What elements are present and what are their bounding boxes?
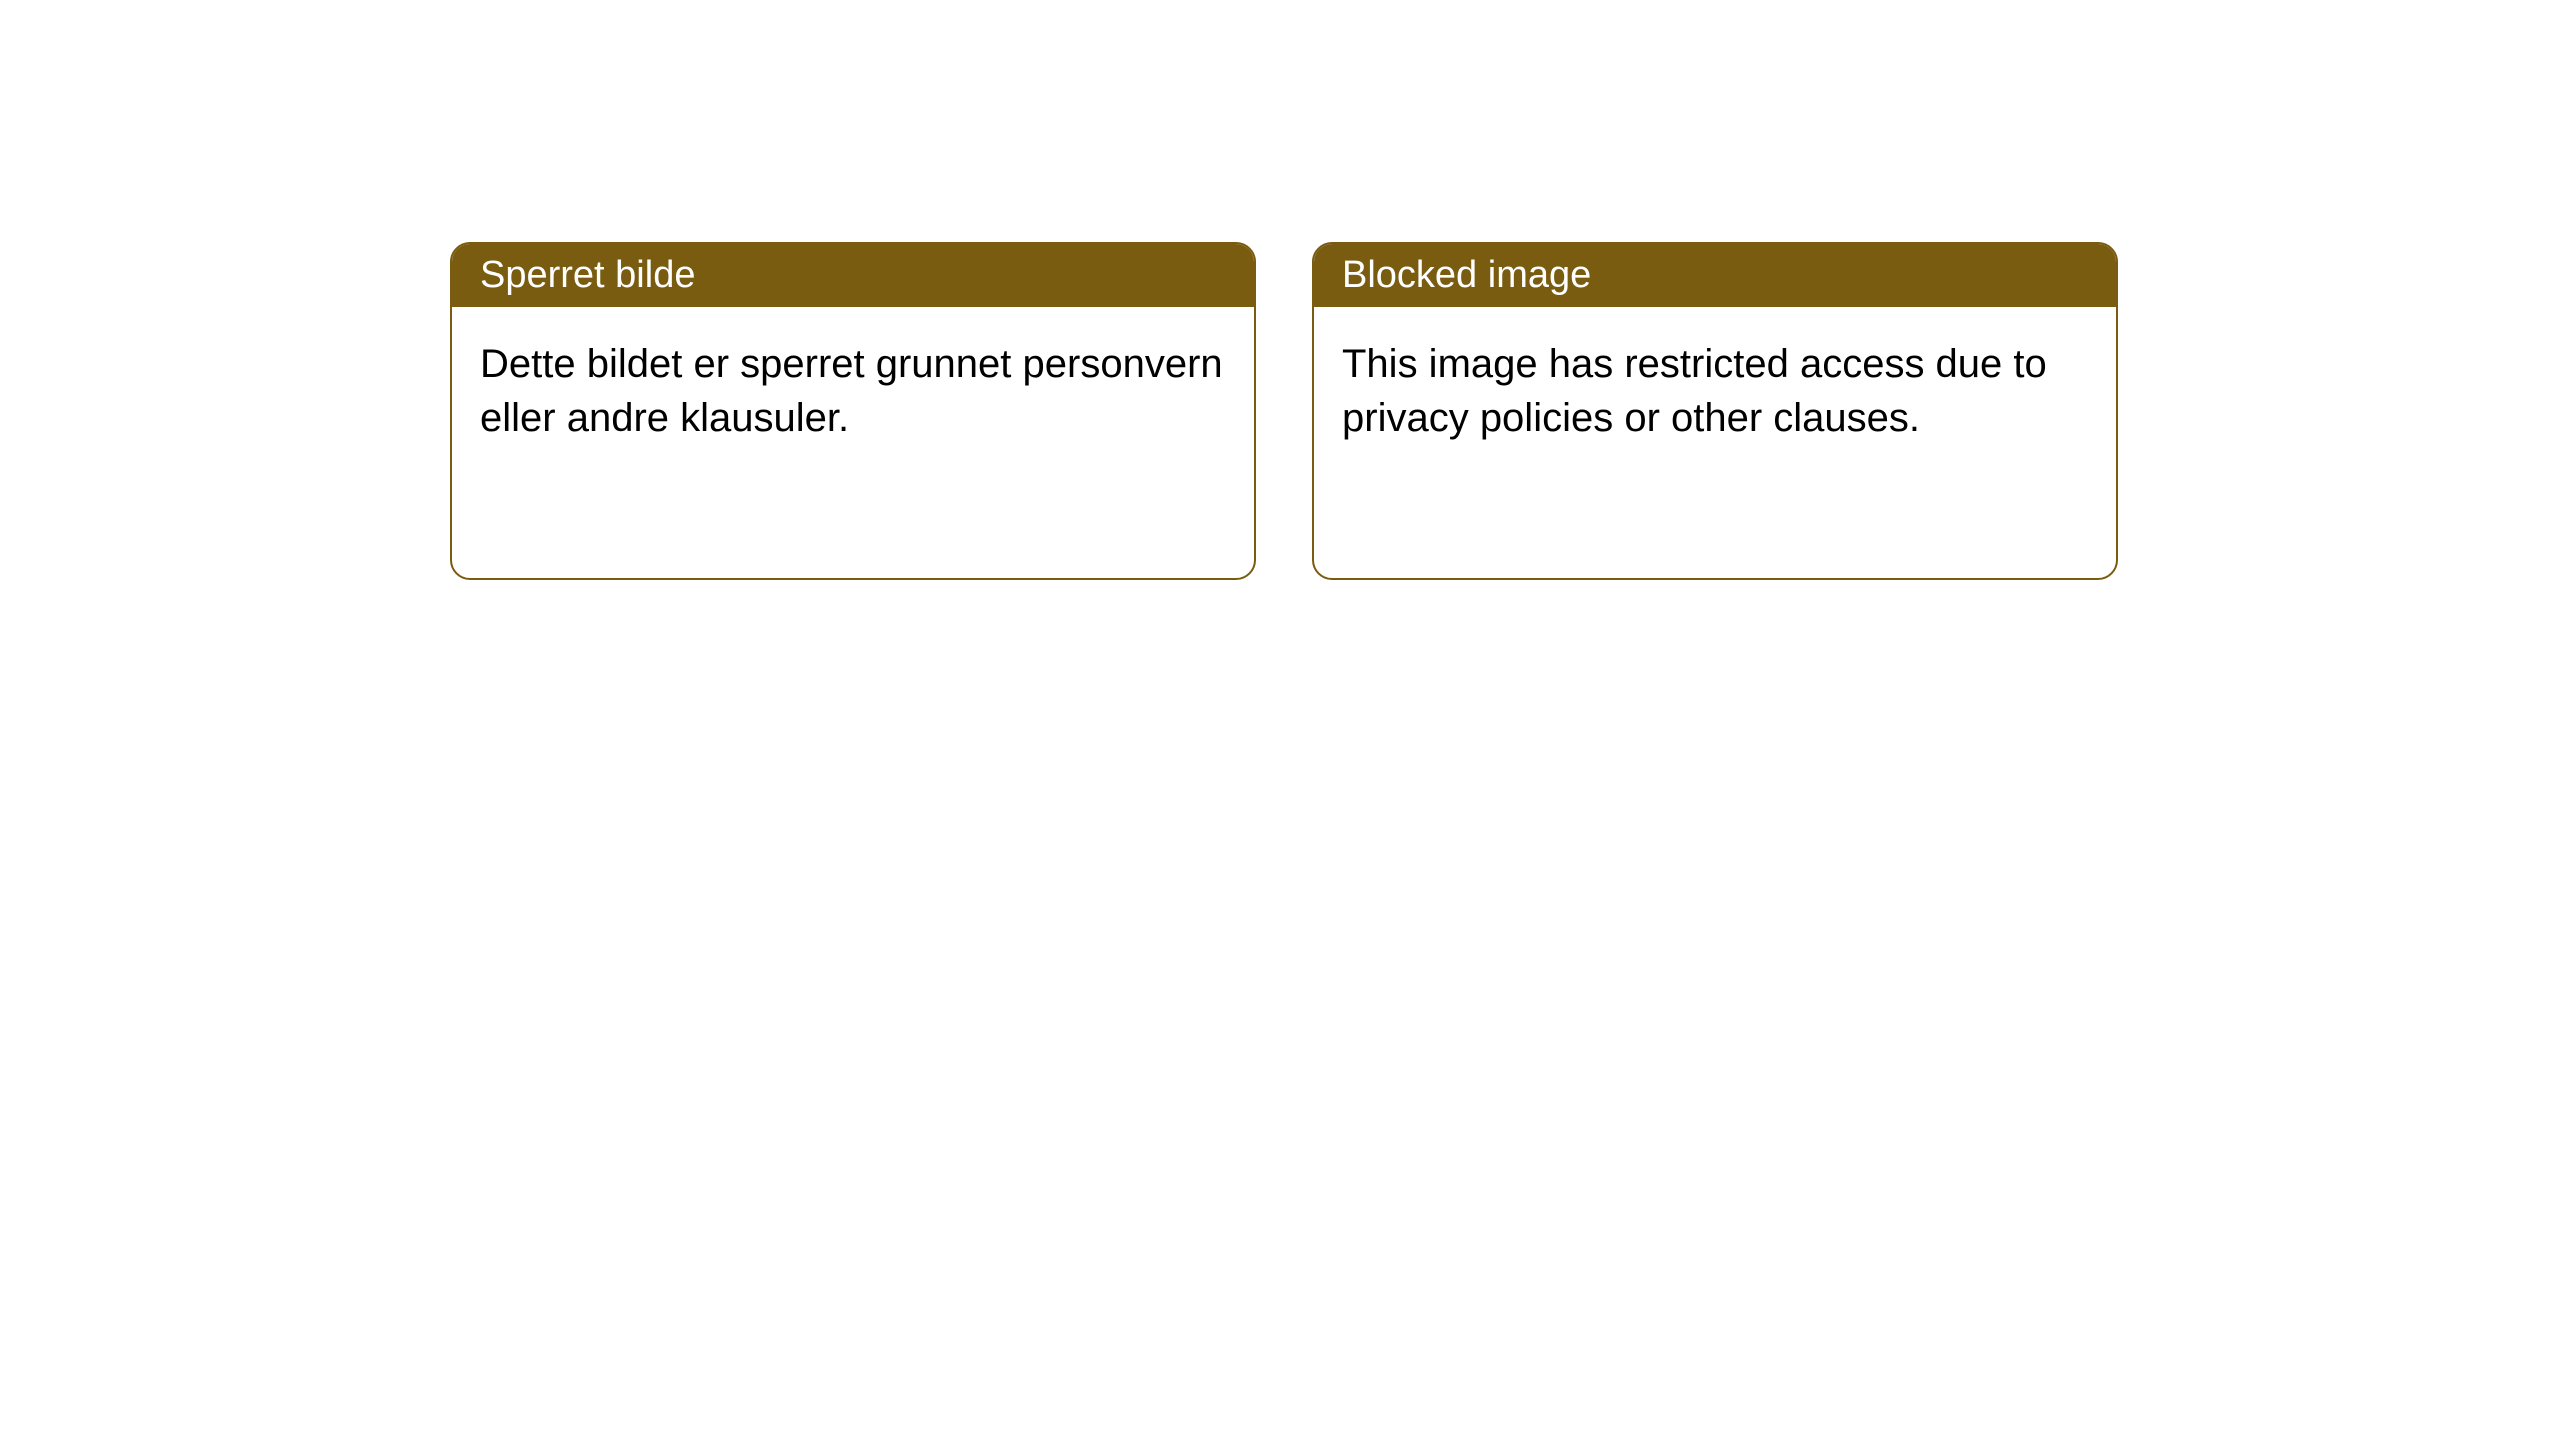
- notice-header: Blocked image: [1314, 244, 2116, 307]
- notice-body: This image has restricted access due to …: [1314, 307, 2116, 475]
- notice-body-text: This image has restricted access due to …: [1342, 342, 2047, 440]
- notice-header: Sperret bilde: [452, 244, 1254, 307]
- notice-card-english: Blocked image This image has restricted …: [1312, 242, 2118, 580]
- notice-container: Sperret bilde Dette bildet er sperret gr…: [0, 0, 2560, 580]
- notice-header-text: Blocked image: [1342, 254, 1591, 296]
- notice-card-norwegian: Sperret bilde Dette bildet er sperret gr…: [450, 242, 1256, 580]
- notice-body-text: Dette bildet er sperret grunnet personve…: [480, 342, 1223, 440]
- notice-header-text: Sperret bilde: [480, 254, 695, 296]
- notice-body: Dette bildet er sperret grunnet personve…: [452, 307, 1254, 475]
